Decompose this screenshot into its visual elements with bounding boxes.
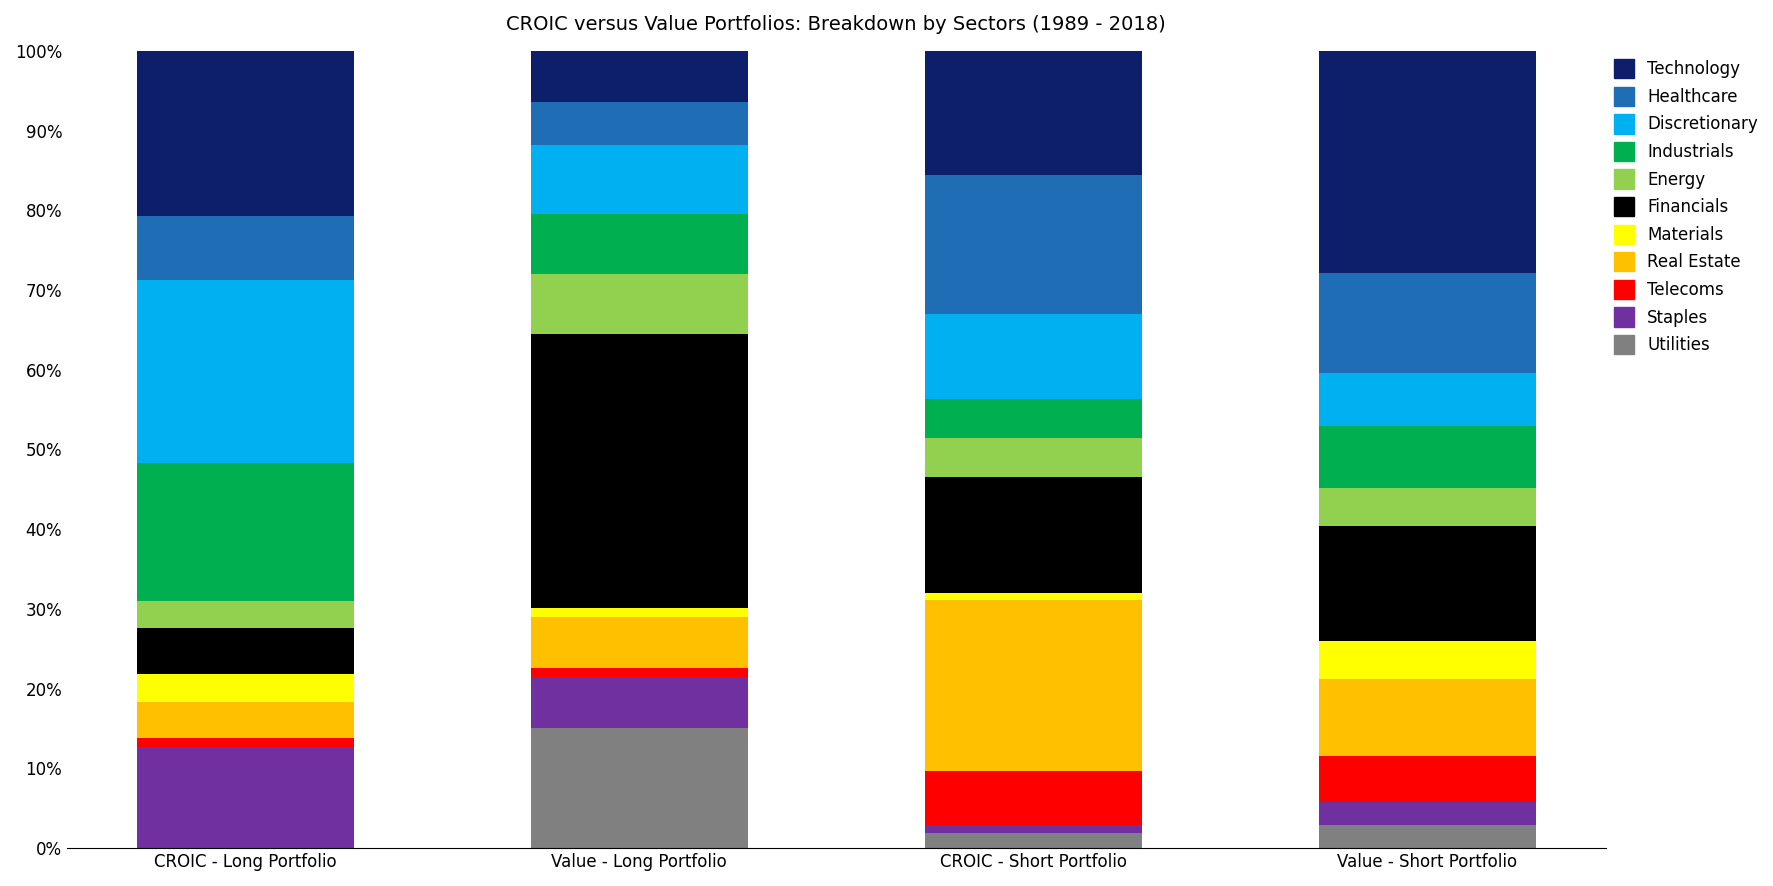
Bar	[1319, 488, 1535, 526]
Bar	[926, 314, 1142, 400]
Bar	[1319, 680, 1535, 756]
Bar	[137, 747, 355, 848]
Bar	[532, 334, 748, 608]
Bar	[137, 216, 355, 280]
Bar	[532, 617, 748, 668]
Bar	[532, 51, 748, 102]
Bar	[926, 51, 1142, 175]
Bar	[532, 677, 748, 728]
Bar	[1319, 641, 1535, 680]
Bar	[532, 214, 748, 274]
Bar	[137, 51, 355, 216]
Bar	[926, 477, 1142, 593]
Bar	[926, 593, 1142, 601]
Bar	[1319, 526, 1535, 641]
Bar	[137, 280, 355, 463]
Bar	[926, 175, 1142, 314]
Bar	[532, 608, 748, 617]
Bar	[137, 601, 355, 628]
Legend: Technology, Healthcare, Discretionary, Industrials, Energy, Financials, Material: Technology, Healthcare, Discretionary, I…	[1613, 59, 1759, 354]
Bar	[926, 601, 1142, 771]
Bar	[926, 833, 1142, 848]
Bar	[1319, 756, 1535, 802]
Bar	[1319, 373, 1535, 426]
Bar	[532, 728, 748, 848]
Bar	[137, 674, 355, 702]
Bar	[926, 400, 1142, 438]
Bar	[532, 145, 748, 214]
Title: CROIC versus Value Portfolios: Breakdown by Sectors (1989 - 2018): CROIC versus Value Portfolios: Breakdown…	[507, 15, 1167, 34]
Bar	[532, 274, 748, 334]
Bar	[1319, 273, 1535, 373]
Bar	[1319, 825, 1535, 848]
Bar	[1319, 426, 1535, 488]
Bar	[926, 825, 1142, 833]
Bar	[926, 438, 1142, 477]
Bar	[137, 463, 355, 601]
Bar	[1319, 51, 1535, 273]
Bar	[1319, 802, 1535, 825]
Bar	[137, 628, 355, 674]
Bar	[137, 738, 355, 747]
Bar	[137, 702, 355, 738]
Bar	[532, 668, 748, 677]
Bar	[926, 771, 1142, 825]
Bar	[532, 102, 748, 145]
